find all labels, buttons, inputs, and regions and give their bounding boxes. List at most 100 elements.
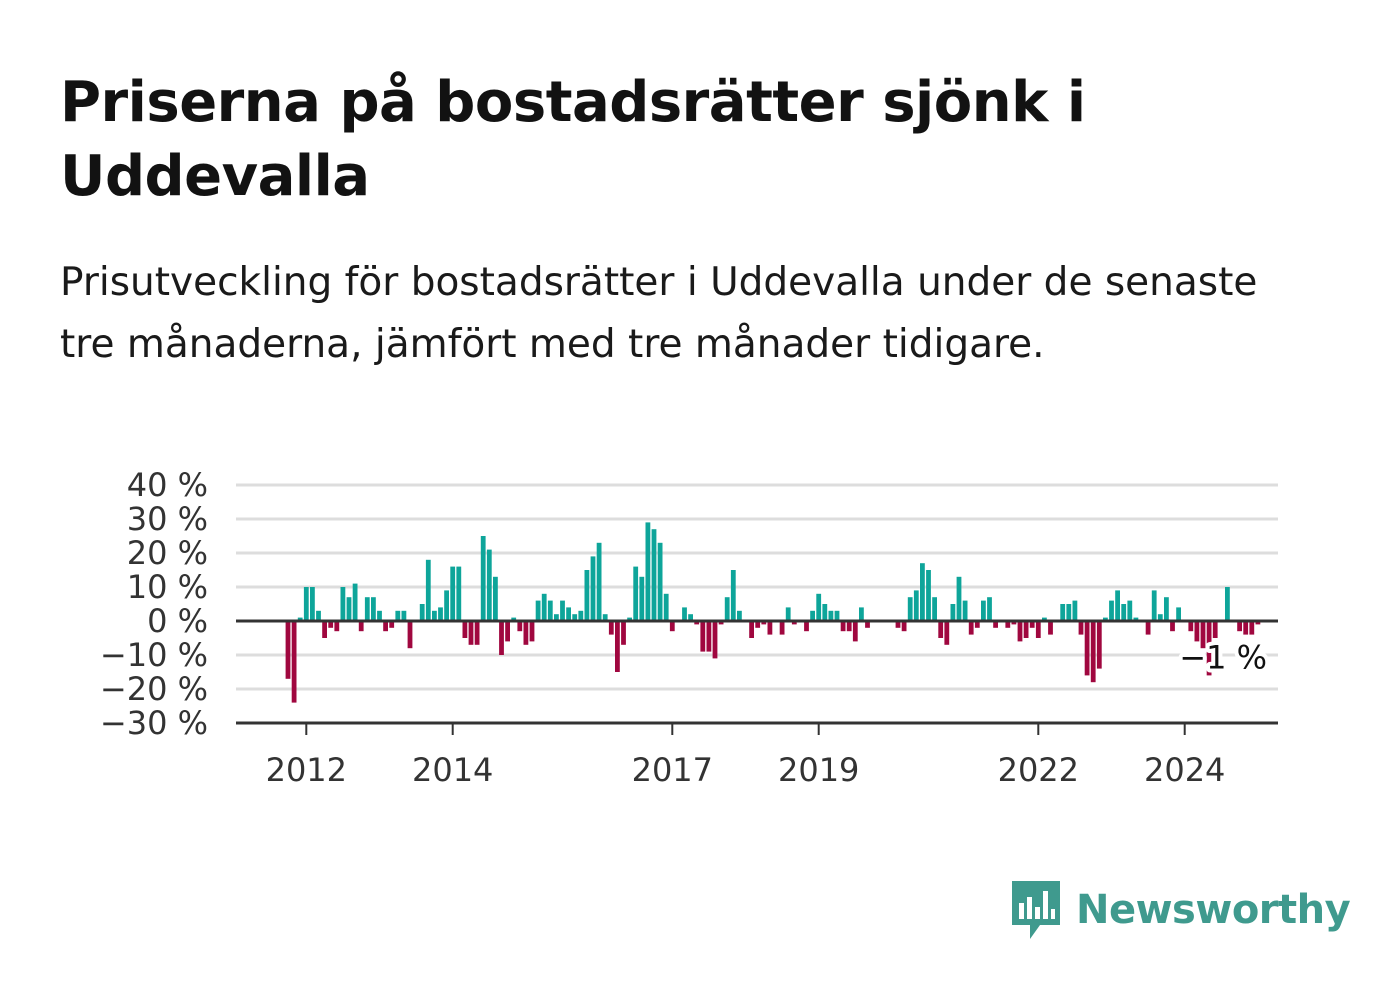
- bar: [694, 621, 700, 625]
- bar: [1029, 621, 1035, 628]
- bar: [950, 604, 956, 621]
- bar: [1005, 621, 1011, 628]
- bar: [785, 607, 791, 621]
- bar: [364, 597, 370, 621]
- bar: [1023, 621, 1029, 638]
- bar: [724, 597, 730, 621]
- bar: [1011, 621, 1017, 625]
- bar: [486, 549, 492, 621]
- bar: [334, 621, 340, 632]
- bar: [1017, 621, 1023, 642]
- bar: [901, 621, 907, 632]
- x-tick-label: 2022: [998, 751, 1079, 789]
- bar: [1103, 617, 1108, 621]
- bar: [474, 621, 480, 645]
- bar: [730, 570, 736, 621]
- bar: [1066, 604, 1072, 621]
- bar: [968, 621, 974, 635]
- x-tick-label: 2012: [266, 751, 347, 789]
- bar: [1151, 590, 1157, 621]
- bar: [596, 542, 602, 621]
- bar: [1225, 587, 1230, 621]
- bar: [432, 610, 437, 621]
- bar: [926, 570, 931, 621]
- bar: [1212, 621, 1218, 638]
- bar: [1078, 621, 1084, 635]
- bar: [1249, 621, 1255, 635]
- bar: [468, 621, 474, 645]
- bar: [1164, 597, 1169, 621]
- bar: [810, 610, 815, 621]
- bar: [1255, 621, 1261, 625]
- bar: [1200, 621, 1206, 649]
- x-tick-label: 2014: [412, 751, 493, 789]
- bar: [444, 590, 449, 621]
- bar: [645, 522, 651, 621]
- bar: [1109, 600, 1114, 621]
- bar: [932, 597, 937, 621]
- bar: [791, 621, 797, 625]
- newsworthy-logo-icon: [1012, 881, 1060, 939]
- bar: [920, 563, 925, 621]
- bar: [1115, 590, 1120, 621]
- bar: [755, 621, 761, 628]
- axes: [236, 619, 1278, 725]
- bar: [371, 597, 376, 621]
- bar: [822, 604, 828, 621]
- bar: [846, 621, 852, 632]
- chart-subtitle: Prisutveckling för bostadsrätter i Uddev…: [60, 260, 1258, 367]
- bar: [608, 621, 614, 635]
- bar: [987, 597, 992, 621]
- bar-series: [285, 522, 1261, 703]
- bar-chart: 40 %30 %20 %10 %0 %−10 %−20 %−30 % 2012 2…: [100, 466, 1278, 789]
- bar: [865, 621, 870, 628]
- bar: [1237, 621, 1242, 632]
- annotations: −1 %: [1175, 634, 1271, 680]
- bar: [944, 621, 950, 645]
- bar: [1188, 621, 1194, 632]
- bar: [291, 621, 297, 703]
- x-tick-label: 2024: [1144, 751, 1225, 789]
- bar: [450, 566, 456, 621]
- bar: [346, 597, 352, 621]
- bar: [816, 593, 822, 621]
- bar: [590, 556, 596, 621]
- y-tick-label: 30 %: [127, 500, 208, 538]
- bar: [572, 614, 578, 621]
- bar: [767, 621, 773, 635]
- bar: [1121, 604, 1127, 621]
- bar: [517, 621, 523, 632]
- bar: [566, 607, 571, 621]
- bar: [425, 559, 431, 621]
- last-value-label: −1 %: [1179, 638, 1267, 676]
- bar: [377, 610, 382, 621]
- bar: [602, 614, 608, 621]
- bar: [1048, 621, 1053, 635]
- bar: [535, 600, 541, 621]
- bar: [297, 617, 303, 621]
- bar: [682, 607, 687, 621]
- bar: [627, 617, 632, 621]
- bar: [1194, 621, 1200, 642]
- bar: [907, 597, 913, 621]
- y-tick-label: −10 %: [100, 636, 208, 674]
- bar: [737, 610, 742, 621]
- bar: [651, 529, 657, 621]
- bar: [1243, 621, 1249, 635]
- bar: [938, 621, 944, 638]
- bar: [285, 621, 291, 679]
- bar: [383, 621, 388, 632]
- bar: [956, 576, 962, 621]
- bar: [584, 570, 590, 621]
- bar: [859, 607, 864, 621]
- bar: [663, 593, 669, 621]
- bar: [639, 576, 645, 621]
- bar: [340, 587, 346, 621]
- bar: [1096, 621, 1102, 669]
- bar: [1133, 617, 1139, 621]
- bar: [328, 621, 334, 628]
- bar: [852, 621, 858, 642]
- bar: [718, 621, 724, 625]
- bar: [407, 621, 413, 649]
- bar: [303, 587, 309, 621]
